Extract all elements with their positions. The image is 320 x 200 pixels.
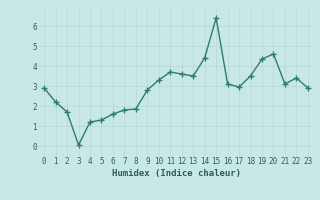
- X-axis label: Humidex (Indice chaleur): Humidex (Indice chaleur): [111, 169, 241, 178]
